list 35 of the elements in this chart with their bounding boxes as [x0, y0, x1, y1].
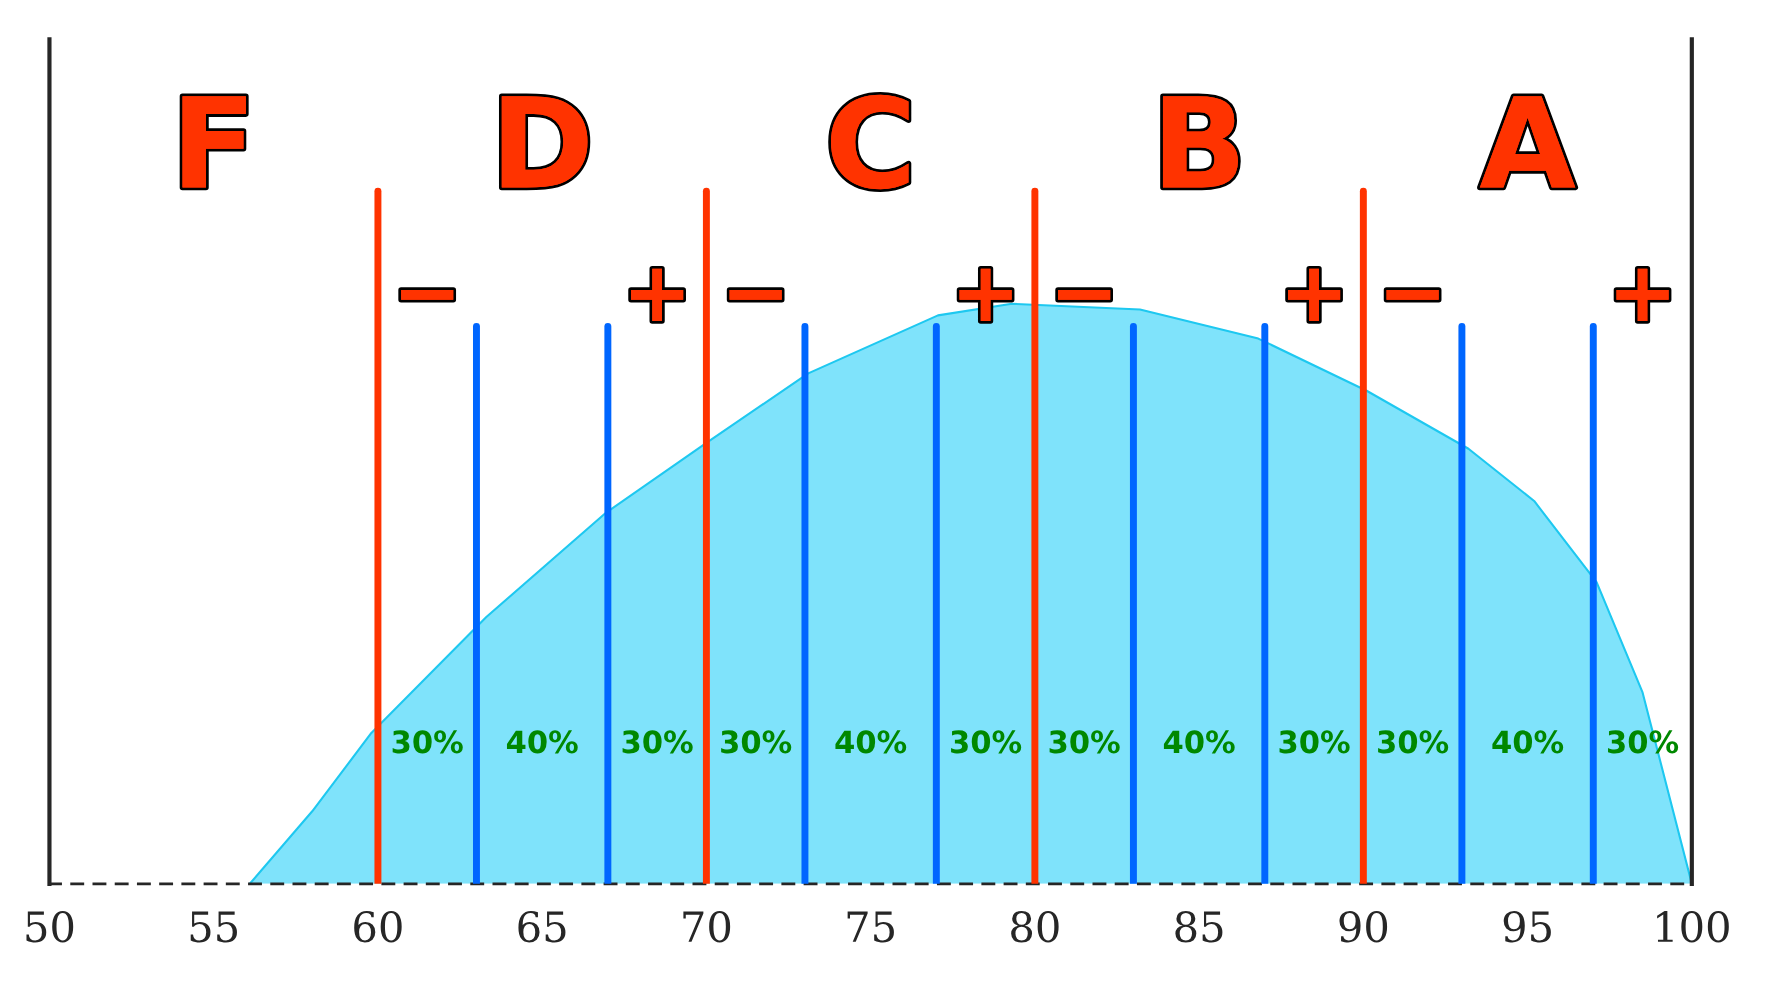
text: B — [1162, 96, 1238, 188]
x-tick-label: 85 — [1175, 910, 1223, 943]
annotation: 40% — [506, 730, 578, 754]
x-tick-label: 70 — [683, 910, 731, 943]
annotation: 30% — [1608, 730, 1679, 754]
text: D — [501, 96, 588, 188]
x-tick-label: 75 — [847, 911, 894, 943]
annotation: 40% — [1163, 730, 1235, 754]
text: A — [1479, 96, 1576, 188]
x-tick-label: 95 — [1503, 910, 1551, 943]
annotation: 30% — [1049, 730, 1120, 754]
text: − — [729, 290, 782, 300]
x-tick-label: 60 — [354, 910, 402, 943]
annotation: 30% — [721, 730, 792, 754]
annotation: 30% — [1279, 730, 1350, 754]
annotation: + — [1616, 268, 1669, 321]
annotation: 30% — [392, 730, 463, 754]
x-tick-label: 80 — [1011, 910, 1059, 943]
text: C — [831, 94, 909, 190]
annotation: 30% — [951, 730, 1022, 754]
text: F — [182, 96, 246, 188]
text: − — [1058, 290, 1111, 300]
text: − — [1386, 290, 1439, 300]
annotation: 30% — [622, 730, 693, 754]
x-tick-label: 50 — [26, 910, 74, 943]
x-tick-label: 55 — [190, 911, 237, 943]
annotation: 40% — [1492, 730, 1564, 754]
text: − — [401, 290, 454, 300]
x-tick-label: 100 — [1657, 910, 1729, 943]
annotation: + — [631, 268, 684, 321]
annotation: 30% — [1378, 730, 1449, 754]
annotation: 40% — [835, 730, 907, 754]
x-tick-label: 90 — [1339, 910, 1388, 943]
annotation: + — [1287, 268, 1341, 321]
x-tick-label: 65 — [518, 910, 566, 943]
